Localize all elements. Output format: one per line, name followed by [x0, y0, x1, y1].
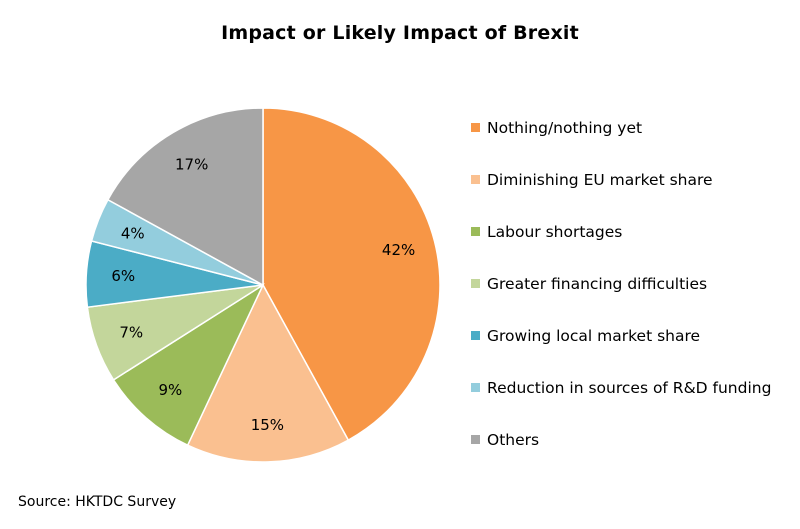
- slice-data-label: 15%: [251, 416, 284, 434]
- slice-data-label: 17%: [175, 156, 208, 174]
- legend-item-nothing-yet: Nothing/nothing yet: [471, 117, 791, 169]
- legend-label: Diminishing EU market share: [487, 171, 713, 189]
- legend-item-financing-difficulties: Greater financing difficulties: [471, 273, 791, 325]
- slice-data-label: 42%: [382, 241, 415, 259]
- pie-slice: [262, 107, 441, 442]
- legend-swatch: [471, 175, 480, 184]
- legend-swatch: [471, 123, 480, 132]
- slice-data-label: 4%: [121, 225, 145, 243]
- legend-label: Nothing/nothing yet: [487, 119, 643, 137]
- legend-swatch: [471, 331, 480, 340]
- legend-item-rd-funding: Reduction in sources of R&D funding: [471, 377, 791, 429]
- slice-data-label: 9%: [159, 381, 183, 399]
- slice-data-label: 7%: [119, 323, 143, 341]
- legend-item-diminishing-eu-share: Diminishing EU market share: [471, 169, 791, 221]
- pie-slice: [186, 283, 350, 463]
- legend-label: Others: [487, 431, 540, 449]
- chart-title: Impact or Likely Impact of Brexit: [221, 22, 579, 44]
- legend-swatch: [471, 435, 480, 444]
- legend-swatch: [471, 279, 480, 288]
- legend-label: Growing local market share: [487, 327, 701, 345]
- legend-item-others: Others: [471, 429, 791, 481]
- legend-item-labour-shortages: Labour shortages: [471, 221, 791, 273]
- pie-slice: [106, 107, 264, 287]
- legend-swatch: [471, 227, 480, 236]
- slice-data-label: 6%: [111, 267, 135, 285]
- legend-item-local-market-share: Growing local market share: [471, 325, 791, 377]
- legend-swatch: [471, 383, 480, 392]
- legend-label: Labour shortages: [487, 223, 623, 241]
- source-note: Source: HKTDC Survey: [18, 494, 177, 510]
- legend-label: Reduction in sources of R&D funding: [487, 379, 772, 397]
- pie-slice: [112, 282, 265, 447]
- legend: Nothing/nothing yet Diminishing EU marke…: [471, 117, 791, 481]
- legend-label: Greater financing difficulties: [487, 275, 708, 293]
